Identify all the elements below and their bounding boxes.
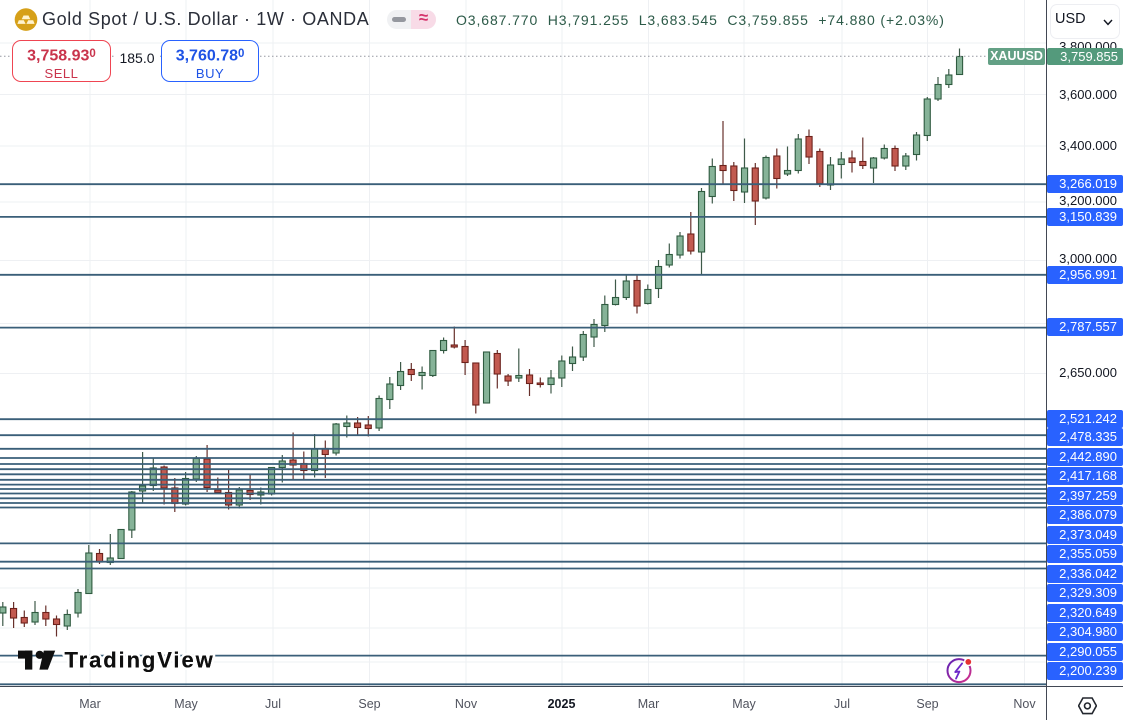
svg-text:TradingView: TradingView [65, 648, 215, 673]
svg-text:TradingView: TradingView [65, 648, 215, 673]
